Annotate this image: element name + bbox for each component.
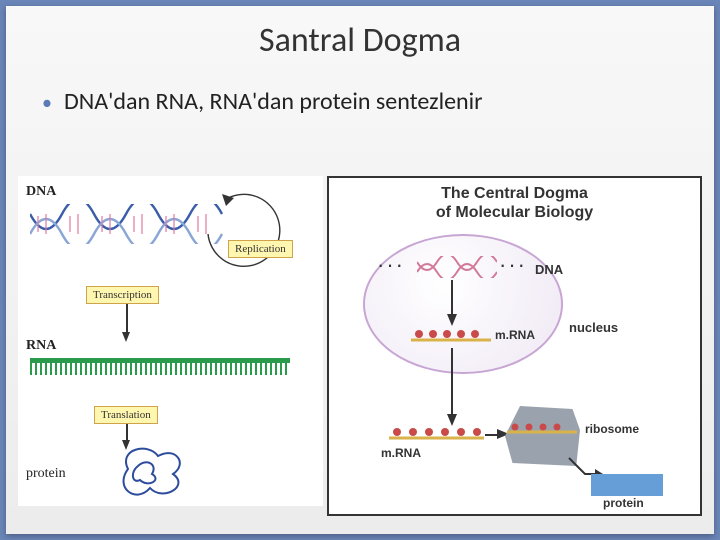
mrna-bottom-icon [389, 426, 484, 442]
arrow-mrna-out-head-icon [447, 414, 457, 426]
right-title-line2: of Molecular Biology [436, 204, 593, 221]
protein-label-right: protein [603, 496, 644, 510]
left-diagram: DNA Replication [18, 176, 323, 506]
protein-label: protein [26, 466, 66, 482]
rna-strand-icon [30, 358, 290, 380]
dna-dots-left-icon: ··· [377, 252, 405, 278]
mrna-top-icon [411, 328, 491, 344]
dna-mini-icon [417, 256, 497, 278]
arrow-mrna-out-stem [451, 348, 453, 416]
translation-tag: Translation [94, 406, 158, 424]
bullet-text: DNA'dan RNA, RNA'dan protein sentezlenir [64, 87, 483, 116]
dna-label-right: DNA [535, 262, 563, 277]
figures-container: DNA Replication [18, 176, 702, 524]
protein-blob-icon [118, 444, 188, 499]
transcription-tag: Transcription [86, 286, 159, 304]
dna-dots-right-icon: ··· [499, 252, 527, 278]
arrow-dna-rna-head-icon [122, 332, 130, 342]
right-title-line1: The Central Dogma [441, 185, 588, 202]
right-diagram: The Central Dogma of Molecular Biology n… [327, 176, 702, 516]
mrna-bottom-label: m.RNA [381, 446, 421, 460]
arrow-dna-mrna-head-icon [447, 314, 457, 326]
nucleus-label: nucleus [569, 320, 618, 335]
right-diagram-title: The Central Dogma of Molecular Biology [329, 184, 700, 222]
arrow-dna-rna-stem [126, 304, 128, 334]
bullet-row: • DNA'dan RNA, RNA'dan protein sentezlen… [6, 61, 714, 116]
mrna-top-label: m.RNA [495, 328, 535, 342]
rna-label: RNA [26, 338, 56, 354]
replication-loop-icon [198, 186, 298, 286]
dna-helix-icon [30, 204, 225, 244]
mrna-in-ribo-icon [507, 422, 577, 436]
replication-tag: Replication [228, 240, 293, 258]
slide-title: Santral Dogma [6, 6, 714, 61]
slide: Santral Dogma • DNA'dan RNA, RNA'dan pro… [6, 6, 714, 534]
arrow-dna-mrna-stem [451, 280, 453, 316]
ribosome-label: ribosome [585, 422, 639, 436]
bullet-dot-icon: • [42, 91, 52, 115]
dna-label: DNA [26, 184, 56, 200]
protein-box [591, 474, 663, 496]
